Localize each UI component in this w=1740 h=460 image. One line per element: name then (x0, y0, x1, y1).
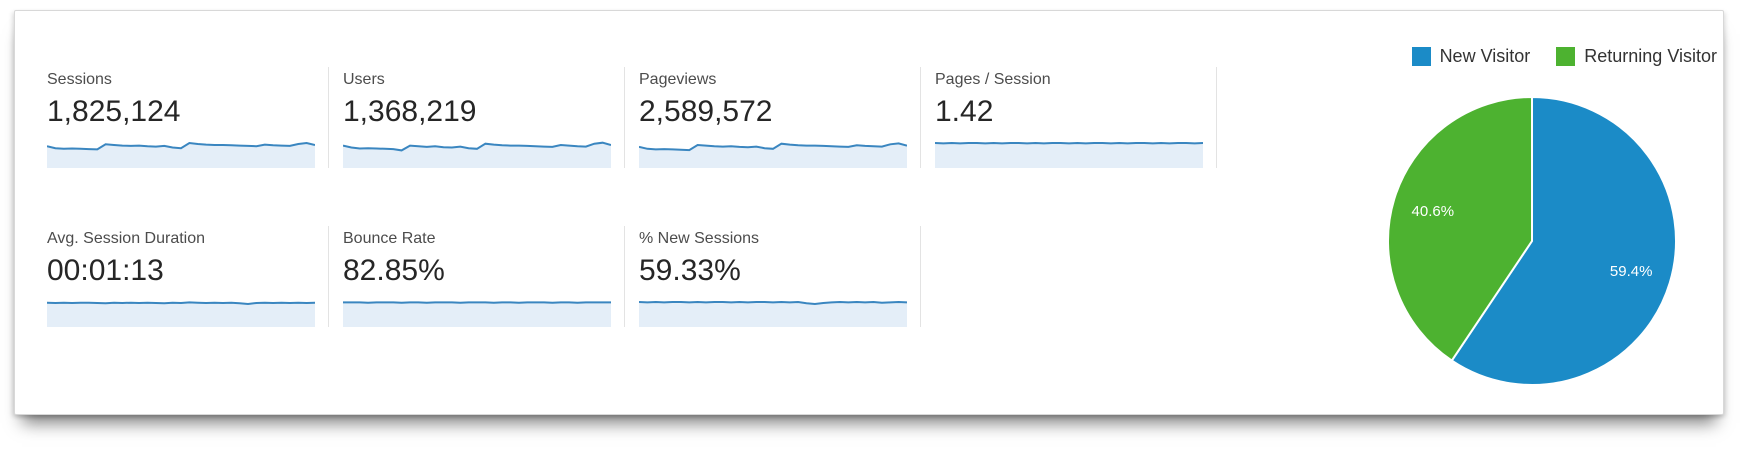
pie-slice-returning-visitor (1387, 96, 1533, 362)
bounce-rate-sparkline (343, 301, 611, 327)
metric-value: 59.33% (639, 254, 741, 287)
pie-percentage-label: 59.4% (1610, 263, 1653, 280)
metric-label: Bounce Rate (343, 230, 436, 247)
pie-percentage-label: 40.6% (1412, 203, 1455, 220)
metric-value: 82.85% (343, 254, 445, 287)
metrics-grid: Sessions 1,825,124 Users 1,368,219 Pagev… (33, 67, 1237, 327)
pie-slice-new-visitor (1450, 96, 1677, 386)
pie-legend: New Visitor Returning Visitor (1411, 46, 1717, 67)
pageviews-sparkline (639, 142, 907, 168)
metric-value: 00:01:13 (47, 254, 164, 287)
metric-value: 2,589,572 (639, 95, 773, 128)
metric-label: Users (343, 71, 385, 88)
legend-item-new-visitor: New Visitor (1411, 46, 1531, 67)
metric-label: Pages / Session (935, 71, 1051, 88)
pct-new-sessions-sparkline (639, 300, 907, 327)
metric-label: Avg. Session Duration (47, 230, 206, 247)
visitor-type-pie-chart: 59.4% 40.6% (1387, 96, 1677, 386)
metric-card-bounce-rate[interactable]: Bounce Rate 82.85% (329, 226, 625, 327)
users-sparkline (343, 141, 611, 168)
metric-label: Pageviews (639, 71, 717, 88)
metrics-row-1: Sessions 1,825,124 Users 1,368,219 Pagev… (33, 67, 1237, 168)
returning-visitor-swatch-icon (1556, 47, 1576, 66)
metric-card-pageviews[interactable]: Pageviews 2,589,572 (625, 67, 921, 168)
pages-per-session-sparkline (935, 141, 1203, 168)
metrics-row-2: Avg. Session Duration 00:01:13 Bounce Ra… (33, 226, 1237, 327)
metric-card-pages-per-session[interactable]: Pages / Session 1.42 (921, 67, 1217, 168)
metric-card-pct-new-sessions[interactable]: % New Sessions 59.33% (625, 226, 921, 327)
metric-card-sessions[interactable]: Sessions 1,825,124 (33, 67, 329, 168)
legend-label: New Visitor (1439, 46, 1531, 66)
metric-value: 1.42 (935, 95, 994, 128)
overview-card: Sessions 1,825,124 Users 1,368,219 Pagev… (14, 10, 1724, 415)
avg-session-duration-sparkline (47, 301, 315, 327)
metric-card-users[interactable]: Users 1,368,219 (329, 67, 625, 168)
sessions-sparkline (47, 141, 315, 168)
metric-label: % New Sessions (639, 230, 760, 247)
metric-value: 1,368,219 (343, 95, 477, 128)
metric-label: Sessions (47, 71, 112, 88)
new-visitor-swatch-icon (1411, 47, 1431, 66)
legend-label: Returning Visitor (1584, 46, 1717, 66)
legend-item-returning-visitor: Returning Visitor (1556, 46, 1717, 67)
metric-card-avg-session-duration[interactable]: Avg. Session Duration 00:01:13 (33, 226, 329, 327)
metric-value: 1,825,124 (47, 95, 181, 128)
